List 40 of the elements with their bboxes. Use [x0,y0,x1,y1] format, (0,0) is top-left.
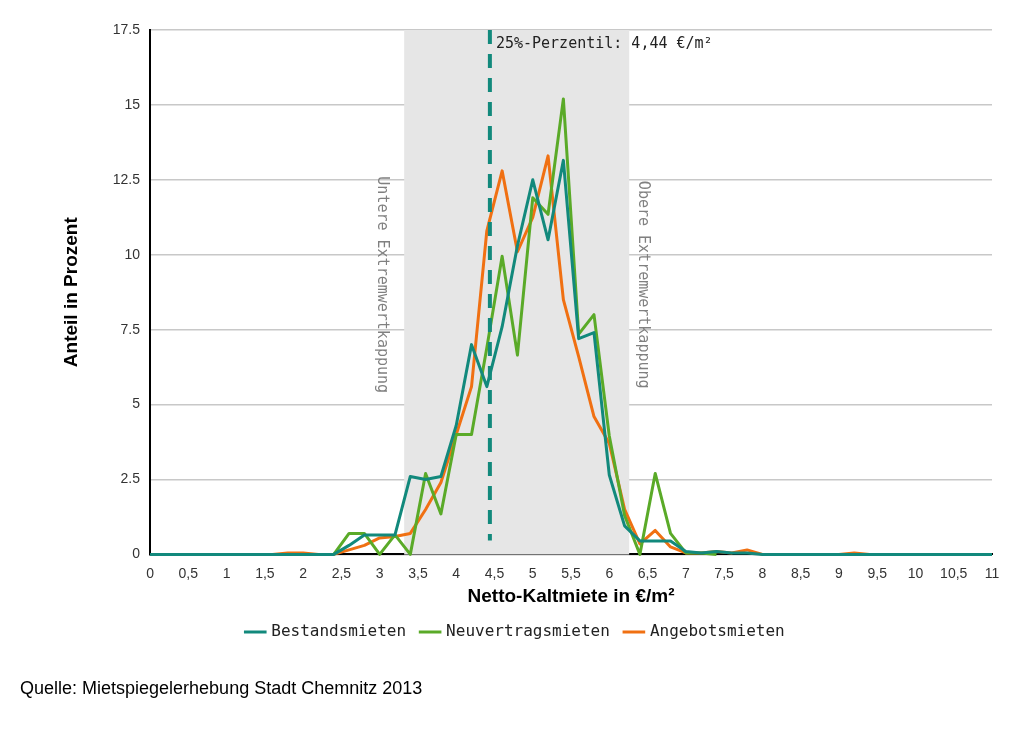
y-tick-label: 17.5 [112,20,141,37]
x-tick-label: 6,5 [637,564,658,581]
x-tick-label: 7,5 [714,564,735,581]
ref-line-label: 25%-Perzentil: 4,44 €/m² [495,33,713,52]
x-axis-title: Netto-Kaltmiete in €/m² [467,584,675,606]
legend-label: Neuvertragsmieten [446,621,610,641]
y-tick-label: 7.5 [120,320,141,337]
x-tick-label: 4 [452,564,461,581]
x-tick-label: 2 [299,564,308,581]
x-tick-label: 10,5 [940,564,968,581]
source-note: Quelle: Mietspiegelerhebung Stadt Chemnitz 2013 [20,678,423,699]
x-tick-label: 4,5 [484,564,505,581]
annotation: Obere Extremwertkappung [635,180,654,389]
y-tick-label: 2.5 [120,470,141,487]
x-tick-label: 10 [907,564,924,581]
x-tick-label: 3 [375,564,384,581]
y-tick-label: 10 [124,245,141,262]
x-tick-label: 1,5 [255,564,275,581]
x-tick-label: 7 [681,564,690,581]
x-tick-label: 5,5 [561,564,581,581]
annotation: Untere Extremwertkappung [374,176,393,394]
y-tick-label: 5 [132,395,141,412]
x-tick-label: 5 [528,564,537,581]
x-tick-label: 0 [146,564,155,581]
x-tick-label: 6 [605,564,614,581]
x-tick-label: 8 [758,564,767,581]
x-tick-label: 3,5 [408,564,428,581]
legend-label: Angebotsmieten [649,621,785,641]
y-tick-label: 12.5 [112,170,141,187]
x-tick-label: 0,5 [178,564,199,581]
x-tick-label: 1 [222,564,231,581]
x-tick-label: 11 [984,564,1000,581]
x-tick-label: 9,5 [867,564,888,581]
x-tick-label: 8,5 [790,564,811,581]
legend-label: Bestandsmieten [271,621,407,641]
y-tick-label: 15 [124,95,141,112]
x-tick-label: 9 [835,564,844,581]
y-axis-title: Anteil in Prozent [59,216,81,368]
y-tick-label: 0 [132,545,141,562]
x-tick-label: 2,5 [331,564,352,581]
